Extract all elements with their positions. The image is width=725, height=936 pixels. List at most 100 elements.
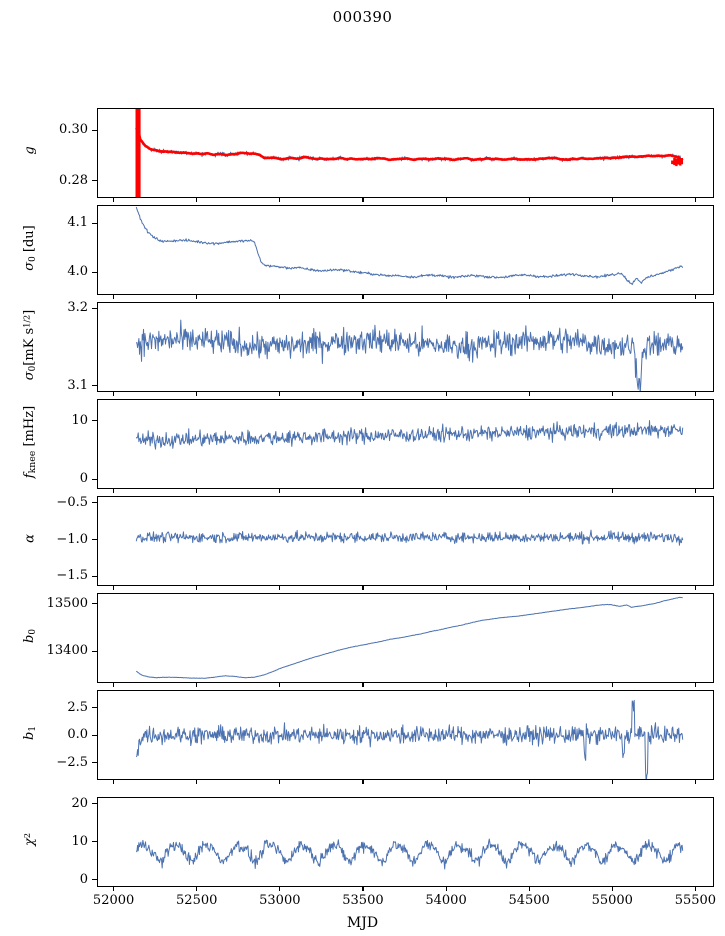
panel-chi2 — [97, 797, 714, 887]
x-tick-mark — [611, 780, 613, 784]
x-tick-mark — [279, 392, 281, 396]
x-tick-mark — [279, 198, 281, 202]
x-tick-mark — [694, 198, 696, 202]
y-axis-label-panel-8: χ2 — [22, 833, 38, 847]
x-tick-mark — [279, 780, 281, 784]
y-tick-label: −0.5 — [56, 494, 88, 510]
y-tick-mark — [92, 841, 97, 843]
x-tick-mark — [279, 295, 281, 299]
y-axis-label-panel-7: b1 — [22, 726, 38, 740]
panel-sigma0-mk — [97, 302, 714, 392]
x-tick-mark — [196, 586, 198, 590]
y-axis-label-panel-5: α — [22, 534, 38, 543]
panel-sigma0-du — [97, 205, 714, 295]
y-tick-mark — [92, 603, 97, 605]
x-tick-mark — [113, 887, 115, 891]
x-tick-mark — [445, 780, 447, 784]
x-tick-mark — [196, 887, 198, 891]
panel-gain — [97, 108, 714, 198]
y-tick-label: 20 — [71, 795, 88, 811]
x-tick-mark — [528, 489, 530, 493]
x-tick-mark — [196, 295, 198, 299]
x-tick-mark — [445, 586, 447, 590]
y-tick-label: 13500 — [46, 595, 88, 611]
x-tick-label: 54500 — [508, 893, 550, 908]
x-tick-mark — [611, 295, 613, 299]
x-tick-mark — [694, 683, 696, 687]
x-tick-mark — [445, 489, 447, 493]
x-tick-mark — [279, 683, 281, 687]
y-tick-mark — [92, 502, 97, 504]
x-tick-mark — [611, 683, 613, 687]
x-tick-mark — [528, 887, 530, 891]
x-tick-mark — [196, 489, 198, 493]
y-tick-label: 0.28 — [59, 172, 88, 188]
y-tick-label: 0 — [79, 871, 88, 887]
y-tick-label: 3.2 — [67, 300, 88, 316]
y-axis-label-panel-4: fknee [mHz] — [21, 405, 39, 479]
x-tick-mark — [362, 780, 364, 784]
y-tick-label: 0.30 — [59, 122, 88, 138]
y-tick-mark — [92, 385, 97, 387]
y-tick-mark — [92, 420, 97, 422]
panel-b0 — [97, 593, 714, 683]
x-tick-mark — [694, 586, 696, 590]
y-tick-mark — [92, 222, 97, 224]
y-tick-mark — [92, 803, 97, 805]
x-tick-label: 55500 — [674, 893, 717, 908]
y-tick-label: 13400 — [46, 643, 88, 659]
x-tick-mark — [611, 489, 613, 493]
x-tick-mark — [113, 392, 115, 396]
x-tick-mark — [611, 198, 613, 202]
x-tick-mark — [196, 198, 198, 202]
x-tick-mark — [113, 586, 115, 590]
x-tick-mark — [611, 887, 613, 891]
y-tick-mark — [92, 307, 97, 309]
x-tick-mark — [362, 887, 364, 891]
x-tick-mark — [196, 683, 198, 687]
x-tick-mark — [528, 586, 530, 590]
panel-fknee — [97, 399, 714, 489]
y-tick-label: 0.0 — [67, 727, 88, 742]
y-tick-label: −1.5 — [56, 568, 88, 584]
x-tick-mark — [362, 683, 364, 687]
x-tick-mark — [694, 295, 696, 299]
x-tick-mark — [196, 780, 198, 784]
y-tick-label: −2.5 — [56, 754, 88, 770]
x-tick-mark — [611, 392, 613, 396]
x-tick-mark — [279, 489, 281, 493]
x-tick-mark — [445, 198, 447, 202]
panel-b1 — [97, 690, 714, 780]
x-tick-mark — [694, 780, 696, 784]
x-tick-mark — [694, 392, 696, 396]
y-tick-label: 3.1 — [67, 377, 88, 393]
x-tick-mark — [445, 887, 447, 891]
y-tick-label: 4.0 — [67, 264, 88, 279]
y-tick-mark — [92, 734, 97, 736]
x-tick-mark — [445, 295, 447, 299]
x-tick-mark — [694, 489, 696, 493]
y-tick-label: 10 — [71, 412, 88, 428]
x-tick-mark — [362, 295, 364, 299]
x-tick-mark — [611, 586, 613, 590]
x-tick-mark — [528, 198, 530, 202]
x-tick-mark — [279, 586, 281, 590]
y-tick-mark — [92, 539, 97, 541]
x-tick-mark — [113, 489, 115, 493]
x-tick-mark — [694, 887, 696, 891]
y-axis-label-panel-2: σ0 [du] — [22, 225, 38, 271]
x-tick-mark — [113, 683, 115, 687]
x-axis-label: MJD — [346, 915, 379, 931]
x-tick-mark — [362, 198, 364, 202]
x-tick-mark — [528, 683, 530, 687]
x-tick-mark — [445, 392, 447, 396]
x-tick-label: 53000 — [259, 893, 301, 908]
x-tick-mark — [113, 295, 115, 299]
y-tick-label: 4.1 — [67, 215, 88, 231]
x-tick-mark — [362, 392, 364, 396]
x-tick-mark — [528, 780, 530, 784]
x-tick-mark — [362, 489, 364, 493]
y-tick-label: −1.0 — [56, 531, 88, 547]
y-tick-mark — [92, 271, 97, 273]
